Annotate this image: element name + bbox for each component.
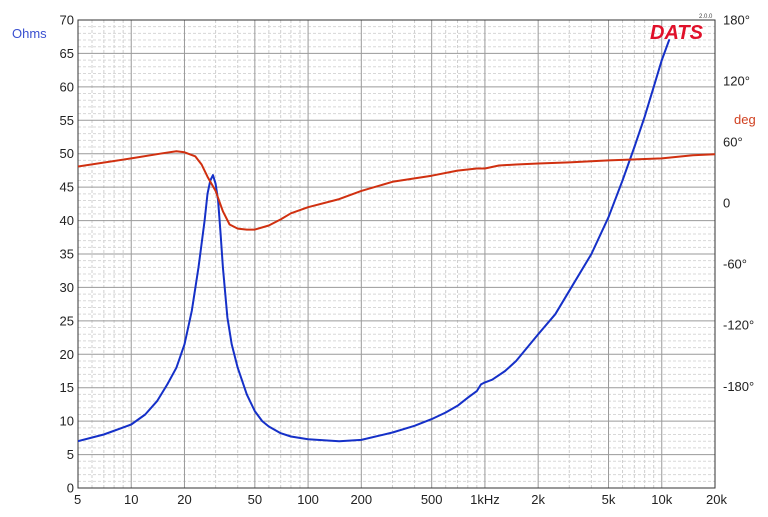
left-tick-label: 65 [60,46,74,61]
left-tick-label: 70 [60,13,74,28]
x-tick-label: 1kHz [470,492,500,507]
left-tick-label: 10 [60,414,74,429]
x-tick-label: 100 [297,492,319,507]
x-tick-label: 20 [177,492,191,507]
right-tick-label: 60° [723,135,743,150]
x-tick-label: 5 [74,492,81,507]
left-tick-label: 60 [60,79,74,94]
x-tick-label: 2k [531,492,545,507]
phase-curve [78,150,715,231]
x-tick-label: 500 [421,492,443,507]
x-tick-label: 10 [124,492,138,507]
right-axis-unit-label: deg [734,112,756,127]
left-tick-label: 40 [60,213,74,228]
left-tick-label: 45 [60,180,74,195]
x-tick-label: 10k [651,492,672,507]
x-tick-label: 20k [706,492,727,507]
left-tick-label: 15 [60,380,74,395]
x-tick-label: 5k [602,492,616,507]
x-axis-tick-labels: 5 10 20 50 100 200 500 1kHz 2k 5k 10k 20k [74,492,727,507]
left-tick-label: 5 [67,447,74,462]
right-axis-tick-labels: 180° 120° 60° 0 -60° -120° -180° [723,13,754,394]
left-tick-label: 25 [60,313,74,328]
left-tick-label: 0 [67,481,74,496]
left-tick-label: 30 [60,280,74,295]
left-axis-label: Ohms [12,26,47,41]
right-tick-label: 180° [723,13,750,28]
left-tick-label: 55 [60,113,74,128]
left-tick-label: 20 [60,347,74,362]
left-tick-label: 35 [60,247,74,262]
right-tick-label: -180° [723,379,754,394]
right-tick-label: -120° [723,318,754,333]
right-tick-label: -60° [723,257,747,272]
plot-frame [77,19,716,489]
dats-logo: DATS [650,22,704,44]
right-tick-label: 120° [723,74,750,89]
left-axis-tick-labels: 0 5 10 15 20 25 30 35 40 45 50 55 60 65 70 [60,13,74,496]
version-label: 2.0.0 [699,14,713,20]
right-tick-label: 0 [723,196,730,211]
x-tick-label: 50 [248,492,262,507]
x-tick-label: 200 [350,492,372,507]
series-layer [78,39,715,443]
impedance-curve [78,39,671,443]
left-tick-label: 50 [60,146,74,161]
major-grid [77,19,716,489]
